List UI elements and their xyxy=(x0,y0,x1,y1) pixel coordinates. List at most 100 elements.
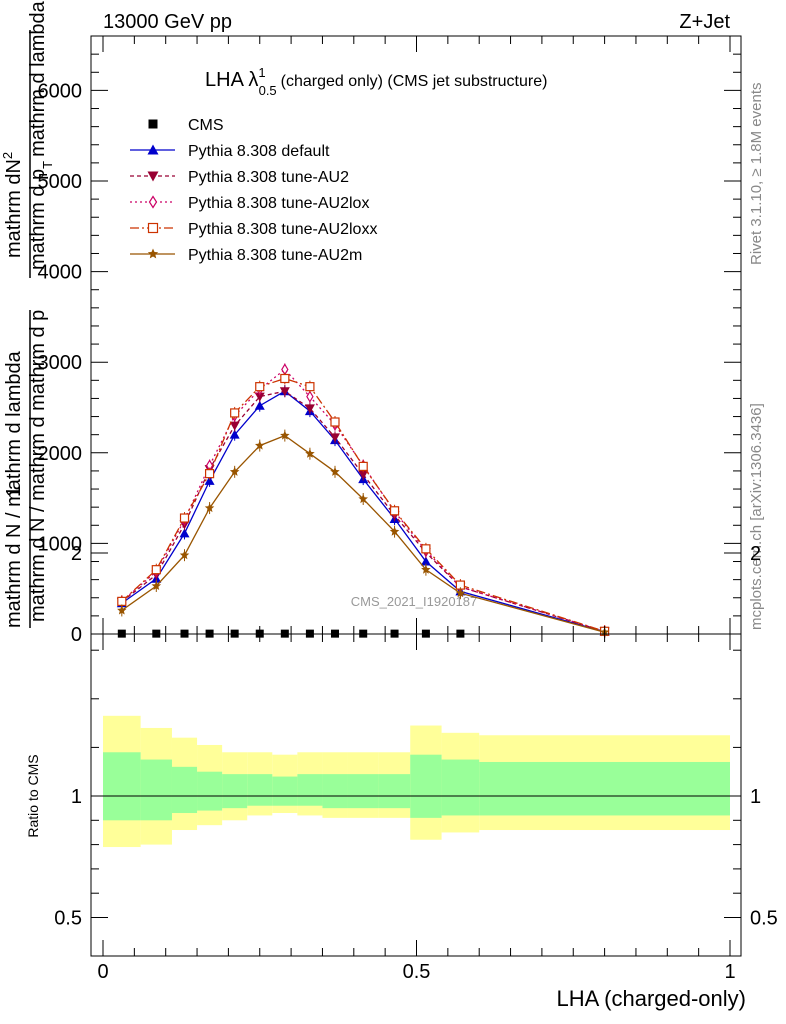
legend-label: Pythia 8.308 tune-AU2loxx xyxy=(188,221,377,238)
ratio-green-band xyxy=(479,761,730,816)
main-y-tick-label: 3000 xyxy=(38,352,83,374)
series-point xyxy=(358,461,368,471)
series-point xyxy=(455,588,466,598)
main-y-tick-label: 5000 xyxy=(38,171,83,193)
series-line xyxy=(121,434,605,633)
series-point xyxy=(151,581,162,590)
ratio-green-band xyxy=(272,776,298,806)
ratio-y-tick-label-right: 0.5 xyxy=(750,908,778,930)
series-point xyxy=(280,373,290,384)
main-y-tick-label: 6000 xyxy=(38,80,83,102)
ratio-green-band xyxy=(197,771,223,811)
series-point xyxy=(305,382,315,392)
legend-label: Pythia 8.308 tune-AU2 xyxy=(188,169,349,186)
series-point xyxy=(358,494,368,504)
ratio-green-band xyxy=(410,754,442,818)
main-y-tick-label: 2000 xyxy=(38,443,83,465)
series-line xyxy=(121,368,605,632)
ylabel-frac2-num: mathrm d N / mathrm d mathrm d p xyxy=(27,310,49,622)
x-tick-label: 0.5 xyxy=(403,961,431,983)
series-point xyxy=(330,466,340,476)
ratio-green-band xyxy=(222,774,248,809)
ratio-green-band xyxy=(247,774,273,806)
title-sub: 0.5 xyxy=(259,83,277,98)
legend-label: Pythia 8.308 tune-AU2m xyxy=(188,247,362,264)
series-line xyxy=(121,390,605,633)
series-point xyxy=(389,526,400,536)
main-y-tick-label: 4000 xyxy=(38,262,83,284)
ratio-green-band xyxy=(140,759,172,821)
legend-entry: Pythia 8.308 tune-AU2m xyxy=(130,247,362,264)
series-point xyxy=(179,513,190,523)
series-point xyxy=(117,605,127,615)
legend-entry: Pythia 8.308 tune-AU2lox xyxy=(130,195,369,212)
legend-label: Pythia 8.308 tune-AU2lox xyxy=(188,195,369,212)
series-point xyxy=(147,248,159,259)
main-y-tick-label: 1000 xyxy=(38,533,83,555)
title-rest: (charged only) (CMS jet substructure) xyxy=(281,73,548,90)
ratio-bands xyxy=(103,715,730,848)
x-axis: 0 0.5 1 xyxy=(97,36,736,983)
main-y-label: mathrm dN2 mathrm d pTmathrm d lambda 1 … xyxy=(0,0,55,628)
ratio-y-tick-label: 2 xyxy=(71,543,82,565)
ratio-panel: 0.5 0.51 12 2 0 0.5 1 Ratio to CMS LHA (charg… xyxy=(25,36,778,1011)
series-point xyxy=(147,144,159,155)
series-point xyxy=(147,222,159,234)
series-point xyxy=(280,430,290,440)
ratio-y-axis: 0.5 0.5 1 1 2 2 xyxy=(54,543,778,930)
mcplots-label: mcplots.cern.ch [arXiv:1306.3436] xyxy=(748,403,765,630)
series-point xyxy=(147,171,159,182)
ratio-green-band xyxy=(347,774,379,809)
series-point xyxy=(255,382,265,392)
series-point xyxy=(117,596,127,606)
title-sup: 1 xyxy=(258,65,265,80)
legend-label: CMS xyxy=(188,117,224,134)
series-point xyxy=(420,556,431,566)
ratio-green-band xyxy=(171,766,198,814)
series-point xyxy=(179,528,190,538)
ylabel-one: 1 xyxy=(3,486,25,497)
series-point xyxy=(254,400,265,410)
ratio-green-band xyxy=(322,774,348,809)
rivet-label: Rivet 3.1.10, ≥ 1.8M events xyxy=(748,83,765,266)
title-main: LHA λ xyxy=(205,69,258,91)
x-tick-label: 0 xyxy=(97,961,108,983)
series-point xyxy=(229,429,240,439)
series-point xyxy=(148,195,158,209)
ratio-y-tick-label-right: 1 xyxy=(750,786,761,808)
series-point xyxy=(306,390,314,403)
ratio-y-label: Ratio to CMS xyxy=(25,754,41,837)
series-point xyxy=(148,119,158,129)
main-y-tick-label: 0 xyxy=(71,624,82,646)
energy-label: 13000 GeV pp xyxy=(103,11,232,33)
series-point xyxy=(358,470,369,480)
legend-entry: CMS xyxy=(148,117,224,134)
series-pythia-8-308-tune-au2m xyxy=(117,429,610,639)
series-point xyxy=(304,404,315,414)
series-point xyxy=(229,421,240,431)
series-line xyxy=(121,390,605,633)
process-label: Z+Jet xyxy=(679,11,730,33)
ylabel-denominator: mathrm d pTmathrm d lambda xyxy=(27,0,55,270)
legend-label: Pythia 8.308 default xyxy=(188,143,330,160)
main-panel: 0 1000 2000 3000 4000 5000 6000 CMS_2021_I1920… xyxy=(0,0,742,646)
series-point xyxy=(329,433,340,443)
ylabel-numerator: mathrm dN2 xyxy=(0,152,25,258)
plot-title: LHA λ1 0.5 (charged only) (CMS jet substru… xyxy=(205,65,547,98)
watermark: CMS_2021_I1920187 xyxy=(351,594,478,609)
ylabel-frac2-den: mathrm d N / mathrm d lambda xyxy=(3,350,25,628)
ratio-green-band xyxy=(103,752,141,821)
series-point xyxy=(179,550,190,560)
series-point xyxy=(255,440,265,450)
ratio-green-band xyxy=(297,774,323,806)
ratio-green-band xyxy=(441,759,480,816)
x-axis-label: LHA (charged-only) xyxy=(556,986,746,1011)
ratio-green-band xyxy=(378,774,411,809)
x-tick-label: 1 xyxy=(724,961,735,983)
legend-entry: Pythia 8.308 tune-AU2loxx xyxy=(130,221,377,238)
ratio-y-tick-label: 0.5 xyxy=(54,908,82,930)
series-point xyxy=(151,565,161,575)
main-y-tick-labels: 0 1000 2000 3000 4000 5000 6000 xyxy=(38,80,83,646)
series-point xyxy=(229,466,240,476)
